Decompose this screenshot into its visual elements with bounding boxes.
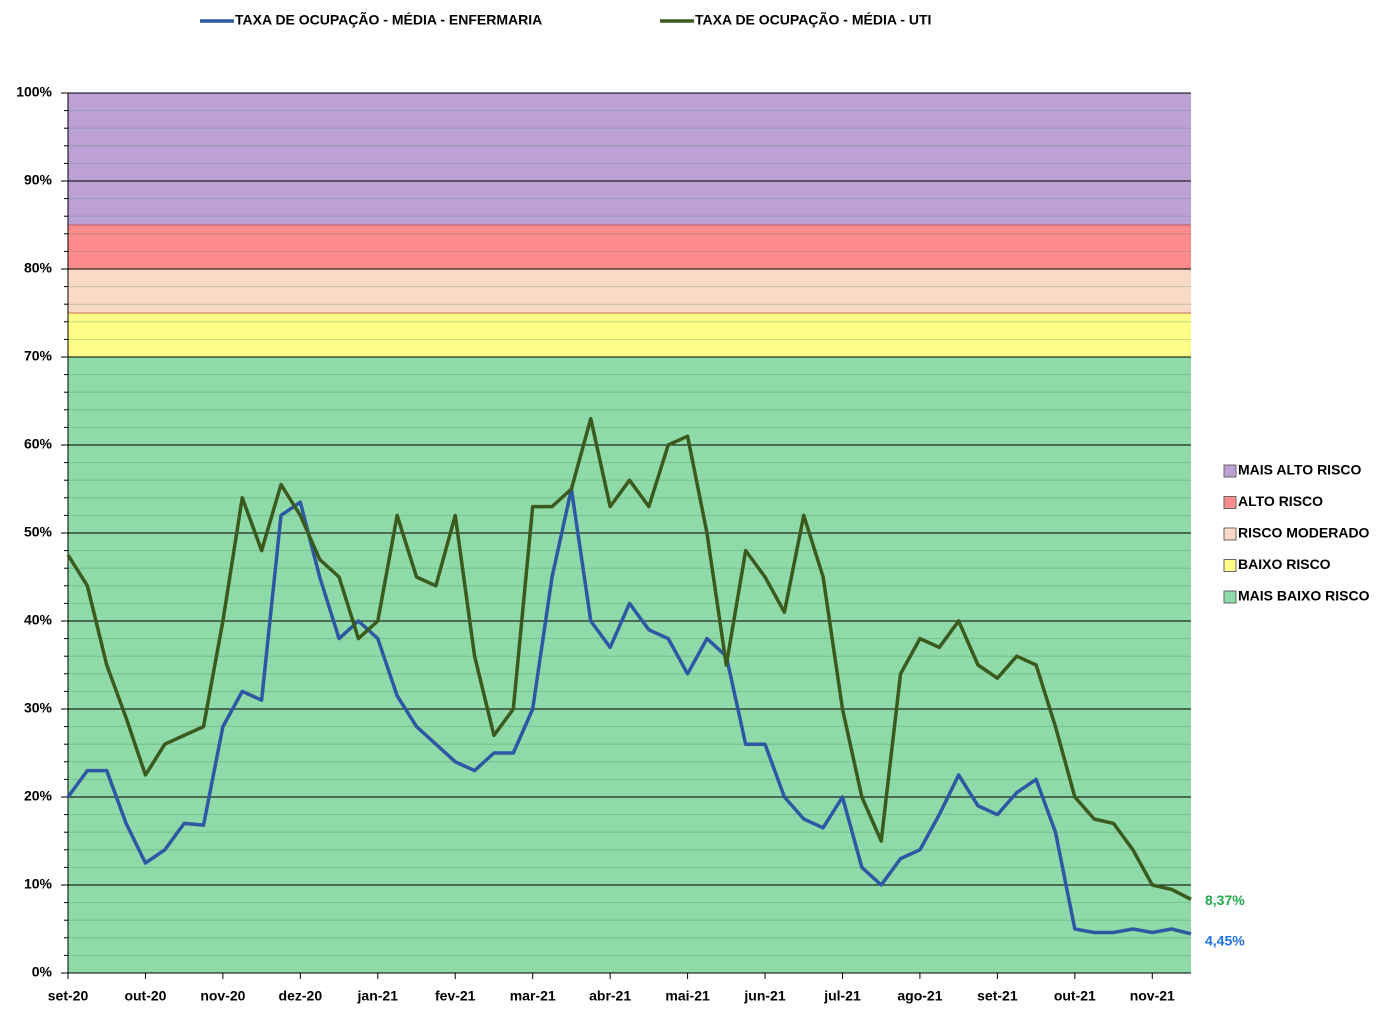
x-tick-label: set-21: [977, 988, 1018, 1004]
end-label: 4,45%: [1205, 933, 1245, 949]
y-tick-label: 30%: [24, 700, 53, 716]
x-tick-label: nov-20: [200, 988, 245, 1004]
x-tick-label: out-21: [1054, 988, 1096, 1004]
risk-band: [68, 269, 1191, 313]
x-tick-label: set-20: [48, 988, 89, 1004]
end-label: 8,37%: [1205, 892, 1245, 908]
x-tick-label: mai-21: [665, 988, 710, 1004]
x-tick-label: ago-21: [897, 988, 942, 1004]
y-tick-label: 90%: [24, 172, 53, 188]
y-tick-label: 80%: [24, 260, 53, 276]
x-tick-label: abr-21: [589, 988, 631, 1004]
legend-label: ALTO RISCO: [1238, 493, 1323, 509]
x-tick-label: fev-21: [435, 988, 476, 1004]
x-tick-label: mar-21: [510, 988, 556, 1004]
legend-swatch: [1223, 527, 1237, 541]
y-tick-label: 0%: [32, 964, 53, 980]
legend-swatch: [1223, 590, 1237, 604]
x-tick-label: dez-20: [279, 988, 323, 1004]
x-tick-label: nov-21: [1130, 988, 1175, 1004]
legend-label: BAIXO RISCO: [1238, 556, 1331, 572]
y-tick-label: 60%: [24, 436, 53, 452]
y-tick-label: 70%: [24, 348, 53, 364]
legend-label: RISCO MODERADO: [1238, 525, 1370, 541]
y-tick-label: 20%: [24, 788, 53, 804]
risk-band: [68, 357, 1191, 973]
legend-label: MAIS ALTO RISCO: [1238, 462, 1362, 478]
x-tick-label: jan-21: [357, 988, 399, 1004]
x-tick-label: jun-21: [743, 988, 785, 1004]
risk-band: [68, 313, 1191, 357]
y-tick-label: 50%: [24, 524, 53, 540]
legend-label: TAXA DE OCUPAÇÃO - MÉDIA - UTI: [695, 11, 931, 28]
legend-swatch: [1223, 464, 1237, 478]
series-line: [66, 487, 1192, 936]
x-tick-label: jul-21: [823, 988, 861, 1004]
y-tick-label: 100%: [16, 84, 52, 100]
y-tick-label: 10%: [24, 876, 53, 892]
y-tick-label: 40%: [24, 612, 53, 628]
legend-label: TAXA DE OCUPAÇÃO - MÉDIA - ENFERMARIA: [235, 11, 542, 28]
x-tick-label: out-20: [124, 988, 166, 1004]
risk-band: [68, 93, 1191, 225]
legend-label: MAIS BAIXO RISCO: [1238, 588, 1370, 604]
legend-swatch: [1223, 559, 1237, 572]
risk-band: [68, 225, 1191, 269]
legend-swatch: [1223, 496, 1237, 509]
series-line: [66, 416, 1192, 901]
